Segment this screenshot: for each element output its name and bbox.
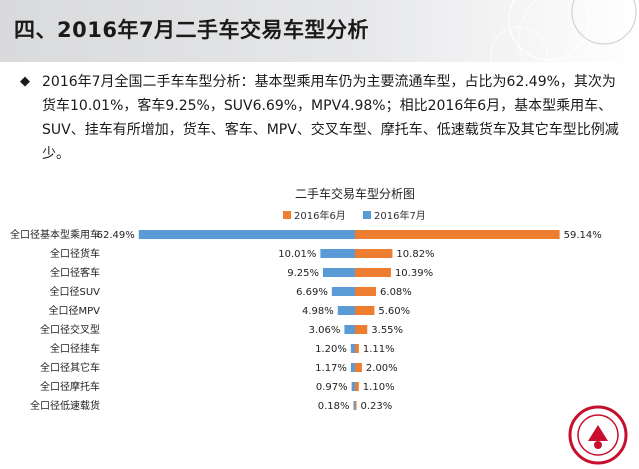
category-label: 全口径摩托车 — [40, 380, 100, 393]
data-label-july: 0.18% — [318, 401, 350, 411]
legend-label-july: 2016年7月 — [374, 209, 426, 222]
bar-june — [355, 306, 375, 315]
bar-july — [320, 249, 355, 258]
bar-june — [355, 325, 368, 334]
category-label: 全口径客车 — [50, 266, 100, 279]
seal-logo — [568, 405, 628, 465]
bar-july — [353, 401, 355, 410]
data-label-june: 3.55% — [371, 325, 403, 336]
bar-june — [355, 287, 377, 296]
category-label: 全口径货车 — [50, 247, 100, 260]
legend-label-june: 2016年6月 — [294, 209, 346, 222]
category-label: 全口径挂车 — [50, 342, 100, 355]
data-label-june: 10.39% — [395, 268, 433, 279]
bar-june — [355, 363, 362, 372]
data-label-july: 62.49% — [97, 230, 135, 241]
bar-july — [351, 382, 355, 391]
data-label-june: 2.00% — [366, 363, 398, 374]
category-label: 全口径MPV — [49, 304, 101, 317]
data-label-june: 1.10% — [363, 382, 395, 393]
bar-july — [344, 325, 355, 334]
bar-june — [355, 401, 357, 410]
bar-july — [322, 268, 355, 277]
data-label-july: 1.17% — [315, 363, 347, 374]
data-label-june: 1.11% — [363, 344, 395, 355]
data-label-june: 0.23% — [361, 401, 393, 411]
data-label-june: 59.14% — [564, 230, 602, 241]
data-label-june: 10.82% — [396, 249, 434, 260]
data-label-july: 3.06% — [309, 325, 341, 336]
category-label: 全口径低速载货 — [30, 399, 100, 411]
bullet-diamond-icon: ◆ — [20, 74, 30, 89]
category-label: 全口径基本型乘用车 — [10, 228, 100, 241]
data-label-july: 6.69% — [296, 287, 328, 298]
bar-june — [355, 382, 359, 391]
bar-june — [355, 268, 391, 277]
category-label: 全口径其它车 — [40, 361, 100, 374]
data-label-july: 1.20% — [315, 344, 347, 355]
category-label: 全口径交叉型 — [40, 323, 100, 336]
data-label-july: 4.98% — [302, 306, 334, 317]
data-label-july: 0.97% — [316, 382, 348, 393]
bar-june — [355, 344, 359, 353]
bar-july — [331, 287, 355, 296]
data-label-july: 10.01% — [278, 249, 316, 260]
data-label-june: 5.60% — [378, 306, 410, 317]
chart-title: 二手车交易车型分析图 — [295, 186, 415, 201]
bar-july — [337, 306, 355, 315]
slide-header: 四、2016年7月二手车交易车型分析 — [0, 0, 639, 62]
decorative-circles-art — [490, 0, 637, 62]
bar-june — [355, 230, 560, 239]
summary-paragraph: 2016年7月全国二手车车型分析：基本型乘用车仍为主要流通车型，占比为62.49… — [42, 74, 619, 162]
bar-july — [138, 230, 355, 239]
data-label-july: 9.25% — [287, 268, 319, 279]
legend-swatch-june — [283, 211, 291, 219]
category-label: 全口径SUV — [49, 285, 100, 298]
bar-july — [350, 363, 355, 372]
bar-july — [350, 344, 355, 353]
data-label-june: 6.08% — [380, 287, 412, 298]
page-title: 四、2016年7月二手车交易车型分析 — [14, 18, 370, 42]
bar-june — [355, 249, 393, 258]
legend-swatch-july — [363, 211, 371, 219]
